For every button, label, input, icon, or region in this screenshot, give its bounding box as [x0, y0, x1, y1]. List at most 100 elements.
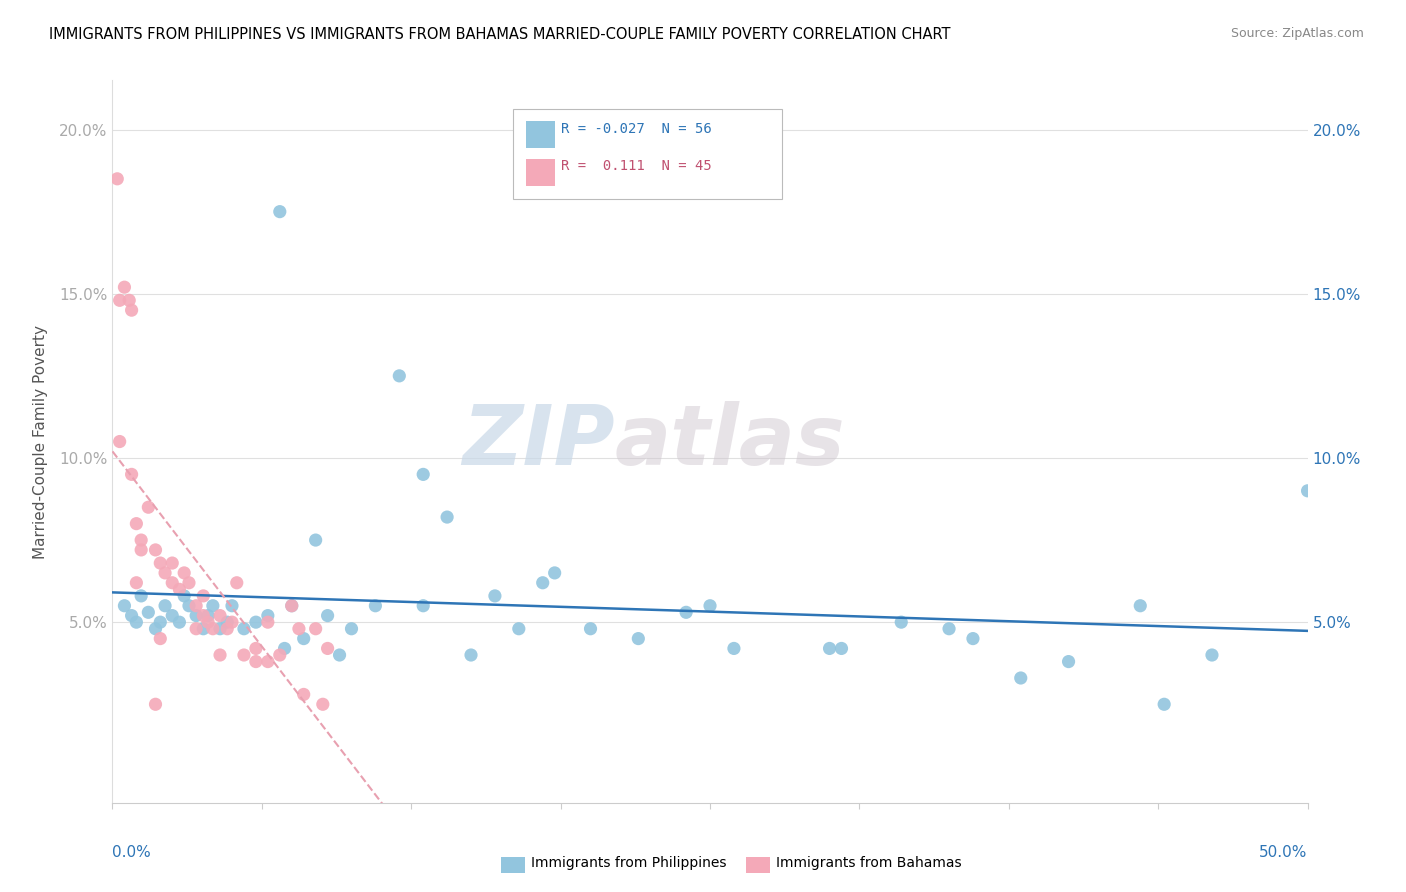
Point: [125, 615, 148, 630]
Point: [105, 171, 128, 186]
Point: [531, 575, 554, 590]
Point: [221, 599, 243, 613]
Text: atlas: atlas: [614, 401, 845, 482]
Point: [543, 566, 565, 580]
Text: R =  0.111  N = 45: R = 0.111 N = 45: [561, 160, 711, 173]
Point: [121, 608, 143, 623]
Point: [292, 687, 315, 701]
Point: [288, 622, 311, 636]
Point: [257, 655, 280, 669]
Point: [1129, 599, 1152, 613]
Point: [138, 500, 160, 515]
Point: [149, 615, 172, 630]
Point: [316, 641, 339, 656]
Point: [340, 622, 363, 636]
Point: [1057, 655, 1080, 669]
Point: [162, 556, 183, 570]
Point: [201, 622, 224, 636]
Point: [162, 608, 183, 623]
Text: Immigrants from Philippines: Immigrants from Philippines: [531, 856, 727, 871]
Point: [177, 575, 200, 590]
Point: [108, 293, 131, 308]
Point: [153, 566, 176, 580]
Point: [118, 293, 141, 308]
Point: [831, 641, 853, 656]
Point: [129, 533, 152, 547]
Point: [217, 622, 239, 636]
Point: [129, 589, 152, 603]
Point: [1201, 648, 1223, 662]
Point: [217, 615, 239, 630]
Bar: [747, 857, 770, 873]
Point: [233, 622, 256, 636]
Text: 50.0%: 50.0%: [1260, 846, 1308, 861]
Point: [412, 599, 434, 613]
Point: [1296, 483, 1319, 498]
Point: [145, 622, 167, 636]
Point: [1010, 671, 1032, 685]
Point: [197, 608, 219, 623]
Point: [221, 615, 243, 630]
Point: [193, 608, 215, 623]
Point: [225, 575, 247, 590]
Text: Immigrants from Bahamas: Immigrants from Bahamas: [776, 856, 962, 871]
Y-axis label: Married-Couple Family Poverty: Married-Couple Family Poverty: [34, 325, 48, 558]
Point: [173, 566, 195, 580]
Bar: [501, 857, 524, 873]
Point: [193, 589, 215, 603]
Point: [627, 632, 650, 646]
Point: [484, 589, 506, 603]
Point: [412, 467, 434, 482]
Point: [209, 622, 232, 636]
Point: [173, 589, 195, 603]
Point: [169, 582, 191, 597]
Point: [269, 648, 291, 662]
Point: [305, 533, 328, 547]
Point: [292, 632, 315, 646]
Point: [149, 632, 172, 646]
Point: [121, 303, 143, 318]
Point: [364, 599, 387, 613]
Point: [197, 615, 219, 630]
Point: [579, 622, 602, 636]
Point: [273, 641, 295, 656]
Point: [281, 599, 304, 613]
Point: [269, 204, 291, 219]
Point: [138, 605, 160, 619]
Point: [108, 434, 131, 449]
Point: [1153, 698, 1175, 712]
Point: [114, 280, 135, 294]
Point: [233, 648, 256, 662]
Point: [508, 622, 530, 636]
Point: [186, 608, 208, 623]
Point: [153, 599, 176, 613]
Point: [699, 599, 721, 613]
Text: 0.0%: 0.0%: [112, 846, 152, 861]
Point: [186, 599, 208, 613]
Point: [818, 641, 841, 656]
Point: [209, 608, 232, 623]
Point: [149, 556, 172, 570]
Text: Source: ZipAtlas.com: Source: ZipAtlas.com: [1230, 27, 1364, 40]
Text: ZIP: ZIP: [461, 401, 614, 482]
Point: [245, 615, 267, 630]
Point: [257, 608, 280, 623]
Text: R = -0.027  N = 56: R = -0.027 N = 56: [561, 121, 711, 136]
Point: [316, 608, 339, 623]
Point: [890, 615, 912, 630]
Point: [245, 655, 267, 669]
Point: [186, 622, 208, 636]
Point: [125, 516, 148, 531]
Point: [245, 641, 267, 656]
Point: [938, 622, 960, 636]
Point: [962, 632, 984, 646]
Point: [281, 599, 304, 613]
Point: [388, 368, 411, 383]
Text: IMMIGRANTS FROM PHILIPPINES VS IMMIGRANTS FROM BAHAMAS MARRIED-COUPLE FAMILY POV: IMMIGRANTS FROM PHILIPPINES VS IMMIGRANT…: [49, 27, 950, 42]
Point: [329, 648, 352, 662]
FancyBboxPatch shape: [513, 109, 782, 200]
Point: [436, 510, 458, 524]
Point: [177, 599, 200, 613]
Point: [145, 542, 167, 557]
Point: [257, 615, 280, 630]
